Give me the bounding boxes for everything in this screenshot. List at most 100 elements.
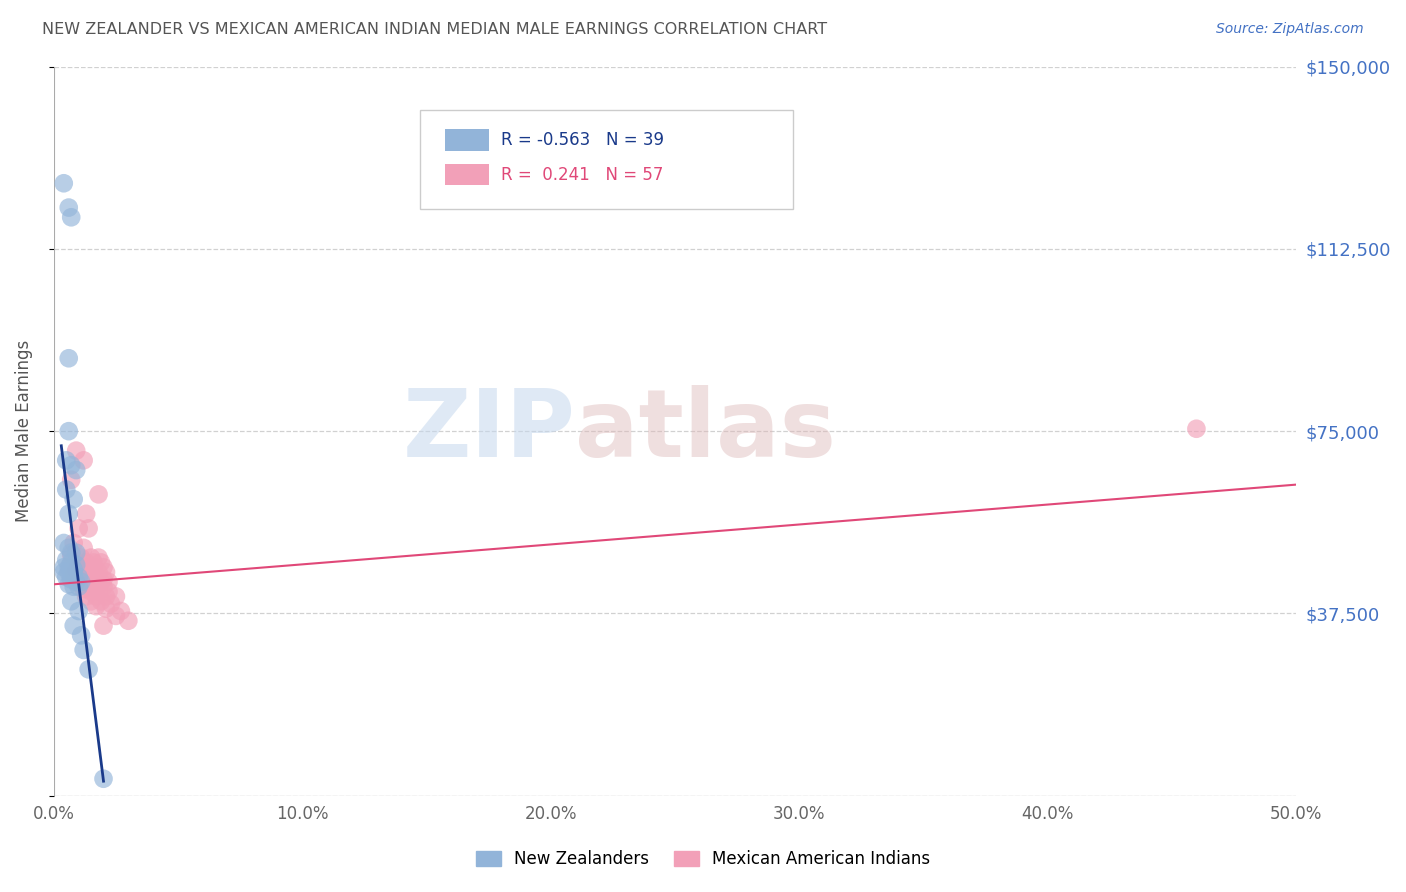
Point [84, 570, 107, 584]
Point [84, 580, 107, 594]
Point [110, 604, 132, 618]
Point [67, 570, 90, 584]
FancyBboxPatch shape [446, 163, 488, 186]
Point [52, 560, 75, 574]
Point [83, 556, 105, 570]
Point [87, 550, 110, 565]
Point [97, 574, 120, 589]
Point [75, 560, 97, 574]
Point [94, 565, 117, 579]
Point [58, 565, 80, 579]
Point [80, 584, 103, 599]
Point [52, 536, 75, 550]
Point [65, 574, 87, 589]
Point [58, 424, 80, 438]
Point [83, 560, 105, 574]
Point [65, 546, 87, 560]
Point [87, 565, 110, 579]
Text: Source: ZipAtlas.com: Source: ZipAtlas.com [1216, 22, 1364, 37]
Point [75, 507, 97, 521]
Point [52, 565, 75, 579]
Point [67, 574, 90, 589]
Point [77, 662, 100, 676]
Point [75, 590, 97, 604]
Point [67, 558, 90, 572]
Point [70, 577, 93, 591]
Point [60, 473, 83, 487]
Point [104, 590, 127, 604]
Point [77, 521, 100, 535]
Point [84, 590, 107, 604]
Legend: New Zealanders, Mexican American Indians: New Zealanders, Mexican American Indians [470, 844, 936, 875]
Point [77, 580, 100, 594]
Point [72, 565, 94, 579]
Point [60, 211, 83, 225]
Point [93, 560, 115, 574]
Point [97, 584, 120, 599]
Point [1185, 422, 1208, 436]
Text: atlas: atlas [575, 385, 837, 477]
Point [60, 458, 83, 473]
Point [70, 628, 93, 642]
Point [100, 597, 122, 611]
Point [65, 563, 87, 577]
Text: NEW ZEALANDER VS MEXICAN AMERICAN INDIAN MEDIAN MALE EARNINGS CORRELATION CHART: NEW ZEALANDER VS MEXICAN AMERICAN INDIAN… [42, 22, 827, 37]
Point [87, 487, 110, 501]
Point [65, 463, 87, 477]
Point [83, 574, 105, 589]
Point [77, 570, 100, 584]
Text: ZIP: ZIP [402, 385, 575, 477]
Point [94, 590, 117, 604]
Point [52, 176, 75, 190]
Point [84, 599, 107, 614]
Point [60, 594, 83, 608]
Point [90, 556, 112, 570]
Point [67, 580, 90, 594]
Point [62, 567, 84, 582]
Point [60, 548, 83, 562]
Point [60, 546, 83, 560]
Point [62, 618, 84, 632]
Point [87, 584, 110, 599]
Point [93, 618, 115, 632]
Point [90, 594, 112, 608]
Point [60, 556, 83, 570]
Point [58, 201, 80, 215]
Point [55, 570, 77, 584]
Point [80, 565, 103, 579]
Point [58, 351, 80, 366]
Point [72, 541, 94, 555]
Point [65, 558, 87, 572]
Point [58, 560, 80, 574]
FancyBboxPatch shape [420, 111, 793, 209]
Point [67, 604, 90, 618]
Point [80, 594, 103, 608]
Point [70, 550, 93, 565]
Point [93, 573, 115, 587]
Point [70, 574, 93, 589]
Point [62, 580, 84, 594]
Point [65, 443, 87, 458]
FancyBboxPatch shape [446, 129, 488, 151]
Point [62, 567, 84, 582]
Point [80, 550, 103, 565]
Point [72, 582, 94, 596]
Point [62, 563, 84, 577]
Y-axis label: Median Male Earnings: Median Male Earnings [15, 340, 32, 523]
Text: R = -0.563   N = 39: R = -0.563 N = 39 [501, 131, 664, 149]
Point [75, 574, 97, 589]
Point [55, 553, 77, 567]
Point [72, 643, 94, 657]
Point [93, 580, 115, 594]
Point [75, 556, 97, 570]
Point [55, 483, 77, 497]
Point [72, 453, 94, 467]
Point [58, 577, 80, 591]
Point [55, 453, 77, 467]
Point [58, 507, 80, 521]
Point [60, 573, 83, 587]
Point [104, 608, 127, 623]
Point [70, 570, 93, 584]
Point [117, 614, 139, 628]
Point [90, 574, 112, 589]
